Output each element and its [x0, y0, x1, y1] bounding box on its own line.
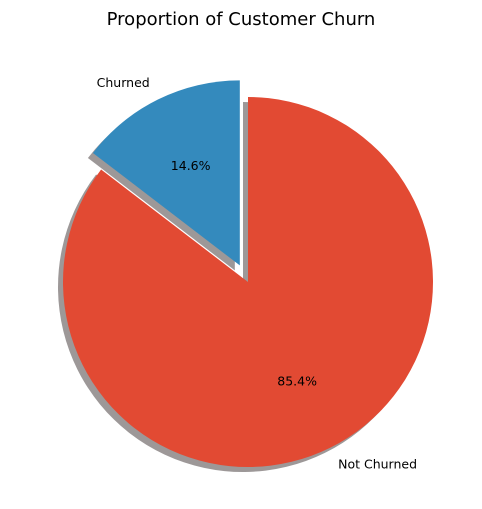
slice-label-not-churned: Not Churned [338, 456, 417, 471]
chart-title: Proportion of Customer Churn [107, 9, 376, 30]
slice-pct-churned: 14.6% [171, 158, 211, 173]
label-layer: Churned 14.6% Not Churned 85.4% [97, 75, 417, 472]
slice-pct-not-churned: 85.4% [277, 374, 317, 389]
slice-label-churned: Churned [97, 75, 150, 90]
slice-churned [92, 80, 240, 266]
slice-not-churned [62, 97, 434, 467]
slice-layer [62, 80, 434, 467]
